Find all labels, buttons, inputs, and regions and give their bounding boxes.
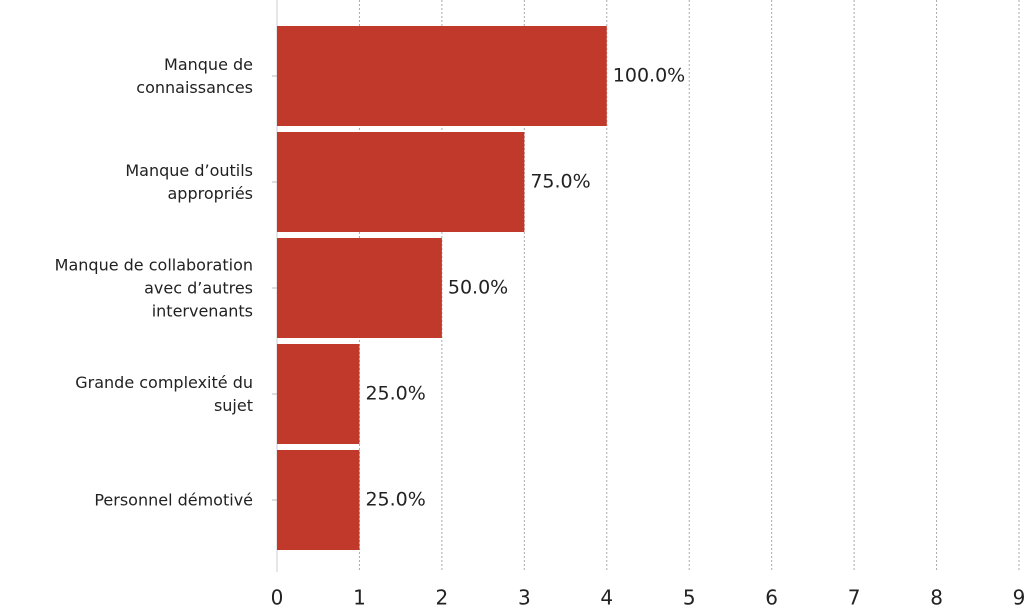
x-tick-label: 0: [271, 586, 284, 610]
x-tick-label: 4: [600, 586, 613, 610]
x-tick-label: 9: [1013, 586, 1024, 610]
category-label: Manque de connaissances: [136, 55, 253, 97]
bar: [277, 450, 360, 550]
bar: [277, 238, 442, 338]
bar: [277, 344, 360, 444]
percent-label: 75.0%: [530, 171, 590, 193]
category-label: Manque d’outils appropriés: [125, 161, 253, 203]
category-label: Personnel démotivé: [94, 490, 253, 510]
percent-label: 25.0%: [365, 489, 425, 511]
category-label: Manque de collaboration avec d’autres in…: [54, 255, 253, 321]
bar: [277, 26, 607, 126]
percent-label: 50.0%: [448, 277, 508, 299]
x-tick-label: 7: [848, 586, 861, 610]
x-tick-label: 8: [930, 586, 943, 610]
bar: [277, 132, 525, 232]
percent-label: 25.0%: [365, 383, 425, 405]
x-tick-label: 2: [436, 586, 449, 610]
category-label: Grande complexité du sujet: [75, 373, 253, 415]
x-tick-label: 6: [765, 586, 778, 610]
x-tick-label: 3: [518, 586, 531, 610]
x-tick-label: 5: [683, 586, 696, 610]
x-tick-label: 1: [353, 586, 366, 610]
percent-label: 100.0%: [613, 65, 685, 87]
